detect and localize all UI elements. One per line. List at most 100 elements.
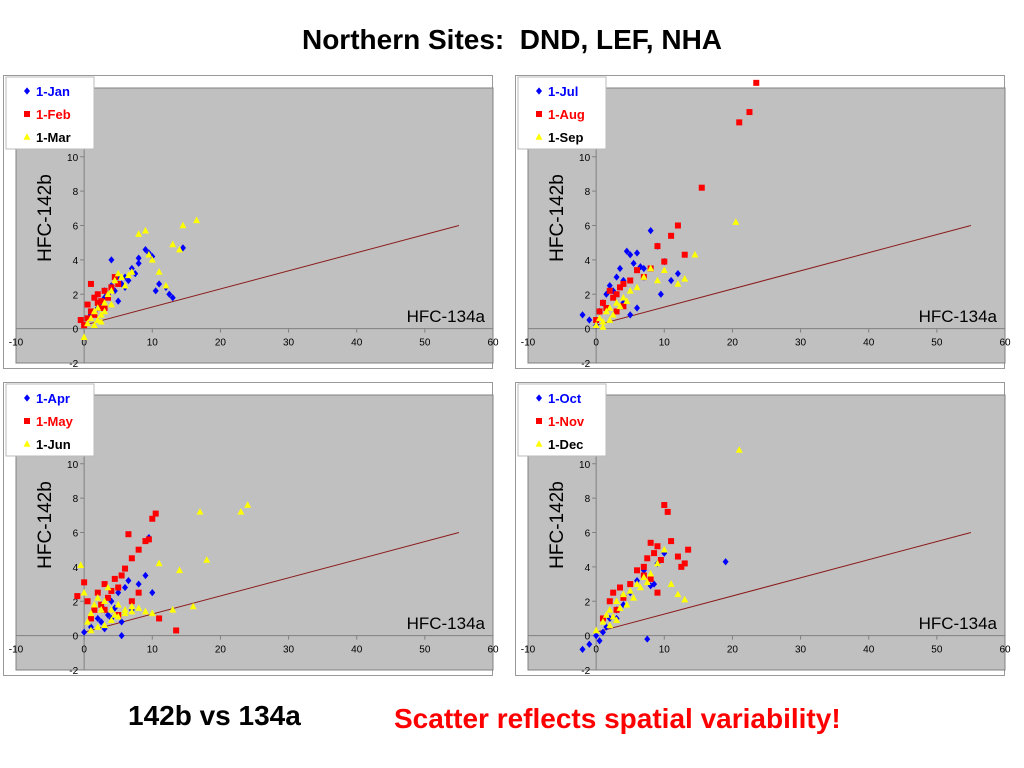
data-point: [616, 584, 623, 591]
legend-label: 1-Jul: [548, 84, 578, 99]
chart-panel-oct-dec: -100102030405060-2024681012HFC-142bHFC-1…: [515, 382, 1011, 677]
data-point: [101, 287, 108, 294]
legend: 1-Oct 1-Nov 1-Dec: [517, 383, 607, 457]
data-point: [602, 611, 610, 618]
data-point: [660, 545, 668, 553]
data-point: [613, 616, 621, 623]
data-point: [623, 297, 631, 304]
y-tick-label: 6: [585, 529, 591, 540]
data-point: [627, 581, 634, 588]
data-point: [125, 577, 132, 585]
data-point: [125, 531, 132, 538]
data-point: [149, 589, 156, 597]
x-tick-label: 50: [931, 338, 943, 349]
data-point: [193, 216, 201, 224]
data-point: [653, 276, 661, 284]
data-point: [616, 284, 623, 291]
data-point: [674, 270, 681, 278]
data-point: [586, 316, 593, 324]
data-point: [98, 298, 105, 305]
legend-label: 1-Jan: [36, 84, 70, 99]
data-point: [599, 317, 607, 325]
data-point: [176, 245, 184, 253]
footer-note: Scatter reflects spatial variability!: [394, 703, 841, 734]
data-point: [98, 305, 105, 311]
x-tick-label: 40: [863, 645, 875, 656]
data-point: [579, 311, 586, 319]
data-point: [94, 291, 101, 298]
data-point: [619, 590, 627, 598]
data-point: [613, 299, 621, 306]
y-tick-label: 4: [585, 256, 591, 267]
x-tick-label: 0: [593, 645, 599, 656]
data-point: [114, 600, 122, 608]
legend: 1-Apr 1-May 1-Jun: [5, 383, 95, 457]
data-point: [122, 565, 129, 572]
data-point: [101, 581, 108, 588]
y-tick-label: 6: [73, 529, 79, 540]
data-point: [654, 243, 661, 250]
y-tick-label: 2: [73, 597, 79, 608]
data-point: [107, 300, 115, 308]
legend-marker: [535, 440, 543, 447]
data-point: [640, 264, 647, 273]
y-tick-label: 2: [73, 290, 79, 301]
data-point: [619, 293, 627, 301]
legend-marker: [24, 394, 30, 402]
data-point: [104, 583, 112, 591]
data-point: [118, 572, 125, 579]
data-point: [643, 578, 651, 586]
reference-line: [596, 225, 972, 326]
data-point: [98, 618, 105, 626]
x-tick-label: 30: [283, 338, 295, 349]
data-point: [128, 607, 136, 615]
data-point: [633, 580, 641, 587]
y-tick-label: -2: [581, 359, 590, 370]
y-tick-label: -2: [69, 666, 78, 677]
legend-box: [517, 76, 607, 150]
data-point: [698, 184, 705, 191]
data-point: [155, 559, 163, 567]
x-tick-label: 0: [81, 338, 87, 349]
data-point: [97, 317, 105, 325]
data-point: [668, 538, 675, 545]
data-point: [81, 579, 88, 586]
data-point: [135, 546, 142, 553]
data-point: [592, 626, 600, 634]
x-axis-label: HFC-134a: [407, 614, 486, 633]
data-point: [634, 567, 641, 574]
legend-label: 1-Aug: [548, 107, 585, 122]
y-axis-label: HFC-142b: [547, 174, 568, 262]
data-point: [196, 508, 204, 515]
x-tick-label: 60: [487, 645, 499, 656]
data-point: [599, 628, 606, 636]
data-point: [94, 614, 101, 623]
y-tick-label: 2: [585, 290, 591, 301]
data-point: [122, 583, 129, 592]
data-point: [674, 553, 681, 560]
y-tick-label: 10: [579, 153, 591, 164]
data-point: [244, 501, 252, 508]
data-point: [156, 615, 163, 622]
data-point: [613, 273, 620, 281]
data-point: [145, 536, 152, 543]
data-point: [141, 226, 149, 234]
y-tick-label: 0: [585, 325, 591, 336]
data-point: [90, 600, 98, 608]
footer-caption: 142b vs 134a: [128, 700, 301, 731]
data-point: [94, 304, 102, 311]
data-point: [596, 308, 603, 315]
x-tick-label: 50: [419, 645, 431, 656]
data-point: [121, 609, 129, 617]
x-tick-label: 10: [659, 645, 671, 656]
data-point: [579, 645, 586, 653]
data-point: [586, 640, 593, 648]
x-tick-label: 30: [795, 338, 807, 349]
data-point: [610, 589, 617, 596]
legend-box: [517, 383, 607, 457]
legend-label: 1-Feb: [36, 107, 71, 122]
data-point: [135, 589, 142, 596]
data-point: [647, 575, 654, 582]
data-point: [593, 317, 600, 324]
y-tick-label: 0: [73, 325, 79, 336]
